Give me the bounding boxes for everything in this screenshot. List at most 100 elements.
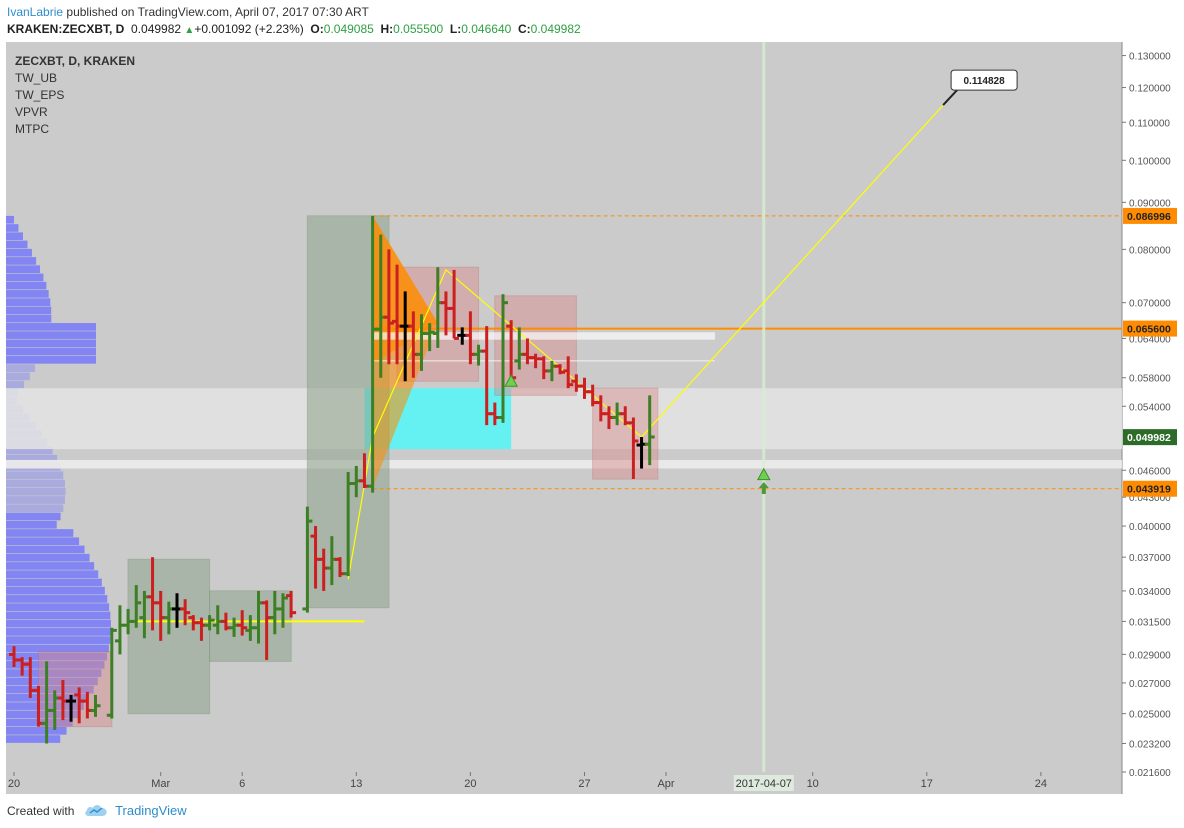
bearish-range-box — [37, 651, 113, 728]
chart-header: IvanLabrie published on TradingView.com,… — [0, 0, 1184, 42]
volume-profile-bar — [6, 273, 44, 282]
volume-profile-bar — [6, 215, 14, 224]
volume-profile-bar — [6, 545, 85, 554]
candle[interactable] — [90, 694, 101, 717]
volume-profile-bar — [6, 603, 110, 611]
y-tick-label: 0.070000 — [1129, 299, 1171, 310]
volume-profile-bar — [6, 578, 102, 587]
legend-indicator-vpvr[interactable]: VPVR — [15, 105, 48, 119]
volume-profile-bar — [6, 529, 74, 537]
y-tick-label: 0.043000 — [1129, 493, 1171, 504]
volume-profile-bar — [6, 487, 66, 496]
candle[interactable] — [277, 593, 288, 628]
volume-profile-bar — [6, 471, 64, 480]
y-tick-label: 0.031500 — [1129, 617, 1171, 628]
volume-profile-bar — [6, 372, 30, 381]
price-level-label: 0.065600 — [1127, 324, 1171, 336]
footer: Created with TradingView — [0, 796, 1184, 828]
high-label: H: — [380, 22, 394, 36]
arrow-up-icon — [758, 482, 769, 495]
price-chart[interactable]: 0.130000 0.120000 0.110000 0.100000 0.090000… — [6, 42, 1178, 794]
target-callout-box[interactable] — [950, 69, 1018, 91]
close-label: C: — [517, 22, 531, 36]
volume-profile-bar — [6, 479, 65, 488]
volume-profile-bar — [6, 702, 84, 710]
low-value: 0.046640 — [461, 22, 512, 36]
y-tick-label: 0.054000 — [1129, 402, 1171, 413]
volume-profile-bar — [6, 586, 105, 595]
open-value: 0.049085 — [323, 22, 374, 36]
volume-profile-bar — [6, 644, 109, 653]
x-tick-label: 10 — [807, 778, 819, 790]
y-tick-label: 0.027000 — [1129, 679, 1171, 690]
volume-profile-bar — [6, 496, 65, 504]
volume-profile-bar — [6, 446, 53, 455]
price-axis-background[interactable] — [1122, 42, 1178, 794]
volume-profile-bar — [6, 669, 102, 677]
y-tick-label: 0.130000 — [1129, 52, 1171, 63]
y-tick-label: 0.064000 — [1129, 334, 1171, 345]
y-tick-label: 0.080000 — [1129, 245, 1171, 256]
volume-profile-bar — [6, 290, 49, 298]
bearish-range-box — [494, 295, 577, 396]
candle[interactable] — [204, 615, 215, 631]
volume-profile-bar — [6, 570, 99, 579]
y-tick-label: 0.058000 — [1129, 374, 1171, 385]
y-tick-label: 0.100000 — [1129, 156, 1171, 167]
volume-profile-bar — [6, 553, 90, 562]
tradingview-link[interactable]: TradingView — [115, 803, 187, 818]
footer-attribution: Created with TradingView — [7, 803, 187, 820]
price-level-label: 0.043919 — [1127, 484, 1171, 496]
x-tick-label: 17 — [921, 778, 933, 790]
bullish-range-box — [127, 558, 211, 715]
legend-indicator-mtpc[interactable]: MTPC — [15, 122, 49, 136]
author-link[interactable]: IvanLabrie — [7, 5, 64, 19]
legend-indicator-tw-ub[interactable]: TW_UB — [15, 71, 57, 85]
candle[interactable] — [644, 395, 655, 466]
candle[interactable] — [302, 506, 313, 613]
volume-profile-bar — [6, 347, 96, 356]
volume-profile-bar — [6, 636, 111, 644]
volume-profile-bar — [6, 652, 108, 661]
candle[interactable] — [383, 249, 394, 365]
candle[interactable] — [180, 599, 191, 626]
y-tick-label: 0.120000 — [1129, 84, 1171, 95]
legend-main-series[interactable]: ZECXBT, D, KRAKEN — [15, 54, 136, 68]
candle[interactable] — [498, 294, 508, 423]
created-with-text: Created with — [7, 804, 75, 818]
y-tick-label: 0.040000 — [1129, 522, 1171, 533]
buy-signal-triangle-icon — [504, 374, 518, 387]
candle[interactable] — [237, 610, 248, 636]
volume-profile-bar — [6, 232, 23, 241]
open-label: O: — [310, 22, 324, 36]
triangle-up-icon: ▲ — [184, 25, 195, 36]
y-tick-label: 0.046000 — [1129, 466, 1171, 477]
time-axis-background[interactable] — [6, 772, 1122, 794]
y-tick-label: 0.025000 — [1129, 710, 1171, 721]
volume-profile-bar — [6, 224, 19, 232]
candle[interactable] — [131, 585, 142, 628]
candle[interactable] — [449, 269, 460, 340]
y-tick-label: 0.023200 — [1129, 739, 1171, 750]
candle[interactable] — [563, 356, 574, 389]
volume-profile-bar — [6, 339, 96, 348]
x-tick-label: Mar — [151, 778, 170, 790]
x-tick-label: 6 — [239, 778, 245, 790]
legend-indicator-tw-eps[interactable]: TW_EPS — [15, 88, 65, 102]
candle[interactable] — [106, 627, 117, 719]
volume-profile-bar — [6, 298, 51, 306]
price-level-label: 0.086996 — [1127, 211, 1171, 223]
volume-profile-bar — [6, 265, 40, 273]
volume-profile-bar — [6, 628, 111, 636]
candle[interactable] — [286, 590, 297, 618]
x-tick-label: Apr — [657, 778, 674, 790]
low-label: L: — [449, 22, 462, 36]
x-tick-label: 24 — [1035, 778, 1047, 790]
y-tick-label: 0.034000 — [1129, 587, 1171, 598]
symbol-label: KRAKEN:ZECXBT, D — [7, 22, 125, 36]
volume-profile-bar — [6, 323, 96, 331]
volume-profile-bar — [6, 619, 111, 628]
candle[interactable] — [66, 694, 77, 722]
current-date-label: 2017-04-07 — [736, 778, 792, 790]
candle[interactable] — [628, 417, 639, 480]
